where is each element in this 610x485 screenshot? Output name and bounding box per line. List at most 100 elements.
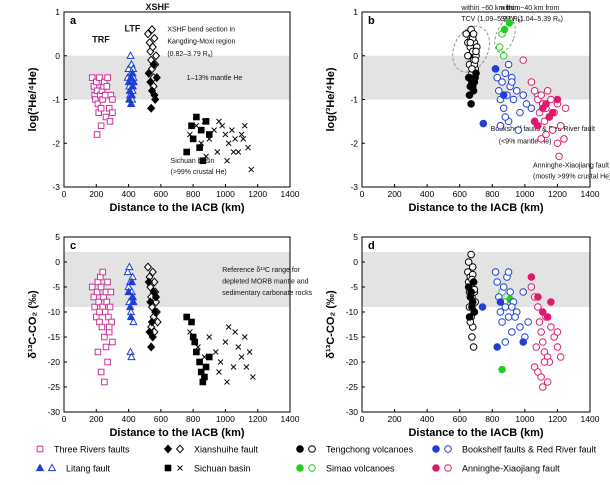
annotation-xshf_note_1: XSHF bend section in — [167, 27, 235, 34]
series-bookshelf-filled — [478, 298, 528, 351]
data-point — [191, 338, 199, 346]
data-point — [243, 364, 250, 370]
series-litang-filled — [124, 277, 138, 321]
y-tick-label: -2 — [52, 138, 60, 148]
data-point — [465, 313, 474, 321]
x-tick-label: 0 — [62, 189, 67, 199]
data-point — [126, 51, 135, 59]
series-anninghe-filled — [530, 95, 562, 130]
data-point — [149, 59, 158, 70]
data-point — [150, 90, 159, 100]
data-point — [151, 292, 161, 302]
data-point — [105, 323, 113, 331]
data-point — [187, 131, 193, 138]
data-point — [93, 131, 101, 138]
y-tick-label: 0 — [55, 51, 60, 61]
data-point — [202, 118, 210, 125]
annotation-ltf: LTF — [125, 24, 141, 34]
legend-item-litang: Litang fault — [35, 463, 111, 474]
y-axis-label: log(³He/⁴He) — [27, 67, 39, 131]
data-point — [232, 136, 238, 142]
data-point — [124, 287, 133, 296]
data-point — [556, 121, 565, 130]
data-point — [201, 354, 208, 360]
data-point — [467, 288, 475, 296]
data-point — [478, 303, 487, 311]
data-point — [145, 327, 154, 337]
y-tick-label: -25 — [48, 382, 61, 392]
data-point — [471, 56, 479, 64]
data-point — [199, 378, 207, 386]
x-tick-label: 400 — [121, 414, 135, 424]
tcv-outline — [452, 25, 491, 73]
data-point — [553, 343, 562, 351]
data-point — [499, 91, 508, 99]
legend-label: Tengchong volcanoes — [326, 445, 414, 455]
data-point — [128, 81, 138, 90]
data-point — [246, 349, 253, 355]
x-axis-label: Distance to the IACB (km) — [408, 202, 543, 214]
legend-label: Xianshuihe fault — [194, 445, 259, 455]
data-point — [109, 338, 116, 346]
data-point — [107, 288, 115, 296]
x-tick-label: 200 — [387, 414, 401, 424]
annotation-ref_2: depleted MORB mantle and — [222, 279, 308, 286]
panel-a: TRF LTF XSHF XSHF bend section in Kangding-M… — [27, 2, 300, 214]
data-point — [104, 278, 111, 286]
data-point — [104, 74, 111, 81]
data-point — [470, 78, 479, 86]
data-point — [151, 307, 160, 317]
plot-frame — [361, 236, 591, 413]
data-point — [124, 77, 134, 86]
legend-marker — [444, 445, 452, 453]
data-point — [235, 344, 242, 350]
x-tick-label: 600 — [154, 414, 168, 424]
x-tick-label: 1200 — [248, 189, 267, 199]
annotation-anninghe_2: (mostly >99% crustal He) — [533, 173, 610, 180]
data-point — [245, 144, 251, 151]
y-tick-label: -5 — [350, 282, 358, 292]
data-point — [197, 126, 205, 134]
data-point — [468, 333, 476, 341]
data-point — [508, 78, 516, 86]
y-tick-label: -3 — [52, 182, 60, 192]
legend-marker — [175, 444, 185, 454]
data-point — [109, 96, 116, 103]
data-point — [540, 117, 549, 126]
legend-marker — [177, 465, 183, 471]
data-point — [205, 131, 213, 138]
x-tick-label: 200 — [387, 189, 401, 199]
data-point — [127, 352, 136, 361]
y-tick-label: -20 — [48, 357, 61, 367]
data-point — [152, 73, 161, 83]
data-point — [95, 298, 103, 306]
y-tick-label: -1 — [350, 95, 358, 105]
data-point — [493, 278, 501, 286]
data-point — [203, 153, 209, 160]
data-point — [222, 131, 229, 138]
data-point — [219, 122, 226, 129]
y-tick-label: -15 — [48, 332, 61, 342]
y-tick-label: -30 — [48, 407, 61, 417]
data-point — [106, 118, 114, 125]
data-point — [527, 104, 536, 113]
data-point — [102, 113, 110, 121]
data-point — [128, 292, 137, 301]
x-axis-label: Distance to the IACB (km) — [109, 427, 244, 439]
data-point — [548, 126, 557, 134]
annotation-xshf_note_2: Kangding-Moxi region — [167, 39, 235, 46]
data-point — [501, 113, 510, 121]
y-tick-label: -2 — [350, 138, 358, 148]
x-tick-label: 1000 — [216, 414, 235, 424]
y-axis-label: δ¹³C-CO₂ (‰) — [325, 290, 337, 359]
data-point — [238, 354, 245, 360]
data-point — [144, 277, 153, 287]
data-point — [543, 86, 552, 95]
data-point — [146, 77, 155, 87]
series-bookshelf-filled — [479, 65, 508, 128]
legend-label: Bookshelf faults & Red River fault — [462, 445, 597, 455]
data-point — [150, 33, 159, 43]
data-point — [96, 308, 103, 316]
data-point — [506, 288, 515, 296]
y-tick-label: -10 — [346, 307, 359, 317]
